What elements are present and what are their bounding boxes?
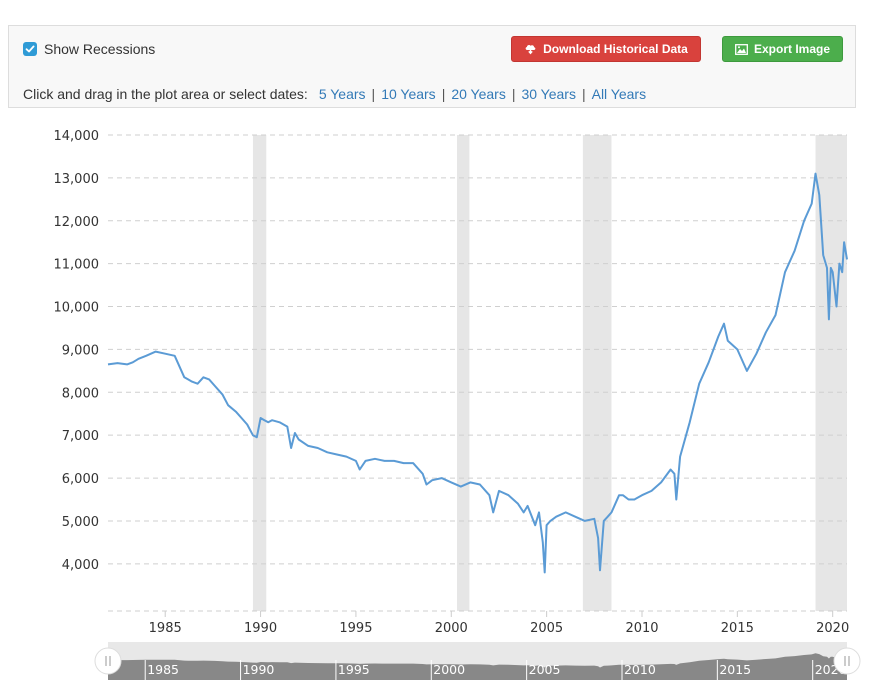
y-tick-label: 13,000 (54, 172, 100, 187)
navigator-label: 2010 (624, 662, 656, 677)
y-tick-label: 5,000 (62, 515, 99, 530)
range-link-5-years[interactable]: 5 Years (318, 86, 366, 102)
y-tick-label: 10,000 (54, 301, 100, 316)
x-tick-label: 2020 (816, 621, 849, 636)
y-tick-label: 14,000 (54, 129, 100, 144)
download-button-label: Download Historical Data (543, 42, 688, 56)
y-tick-label: 11,000 (54, 258, 100, 273)
export-image-button[interactable]: Export Image (722, 36, 843, 62)
navigator-label: 2005 (529, 662, 561, 677)
chart-controls-panel: Show Recessions Download Historical Data… (8, 25, 856, 108)
x-tick-label: 2010 (625, 621, 658, 636)
data-series-line (107, 172, 848, 574)
navigator-right-handle[interactable] (833, 647, 861, 675)
show-recessions-label: Show Recessions (44, 41, 156, 57)
navigator-series-area (108, 653, 847, 680)
x-tick-label: 1985 (149, 621, 182, 636)
x-tick-label: 1990 (244, 621, 277, 636)
navigator-left-handle[interactable] (94, 647, 122, 675)
x-tick-label: 2005 (530, 621, 563, 636)
x-tick-label: 1995 (339, 621, 372, 636)
navigator-label: 1990 (243, 662, 275, 677)
recession-band-2 (582, 135, 612, 611)
y-tick-label: 8,000 (62, 386, 99, 401)
download-historical-data-button[interactable]: Download Historical Data (511, 36, 701, 62)
y-tick-label: 7,000 (62, 429, 99, 444)
checkbox-checked-icon[interactable] (23, 42, 37, 56)
range-prompt: Click and drag in the plot area or selec… (23, 86, 308, 102)
date-range-selector: Click and drag in the plot area or selec… (23, 86, 647, 102)
range-link-10-years[interactable]: 10 Years (381, 86, 436, 102)
x-tick-label: 2000 (435, 621, 468, 636)
image-icon (735, 43, 748, 55)
navigator-label: 2015 (719, 662, 751, 677)
show-recessions-toggle[interactable]: Show Recessions (23, 41, 155, 57)
export-button-label: Export Image (753, 42, 831, 56)
recession-band-0 (252, 135, 267, 611)
navigator-label: 2000 (433, 662, 465, 677)
range-link-30-years[interactable]: 30 Years (521, 86, 576, 102)
y-tick-label: 9,000 (62, 343, 99, 358)
recession-band-1 (456, 135, 470, 611)
range-link-20-years[interactable]: 20 Years (451, 86, 506, 102)
cloud-download-icon (524, 43, 537, 55)
x-tick-label: 2015 (721, 621, 754, 636)
navigator-label: 1985 (147, 662, 179, 677)
navigator-label: 1995 (338, 662, 370, 677)
range-link-all-years[interactable]: All Years (591, 86, 647, 102)
y-tick-label: 6,000 (62, 472, 99, 487)
y-tick-label: 4,000 (62, 558, 99, 573)
y-tick-label: 12,000 (54, 215, 100, 230)
